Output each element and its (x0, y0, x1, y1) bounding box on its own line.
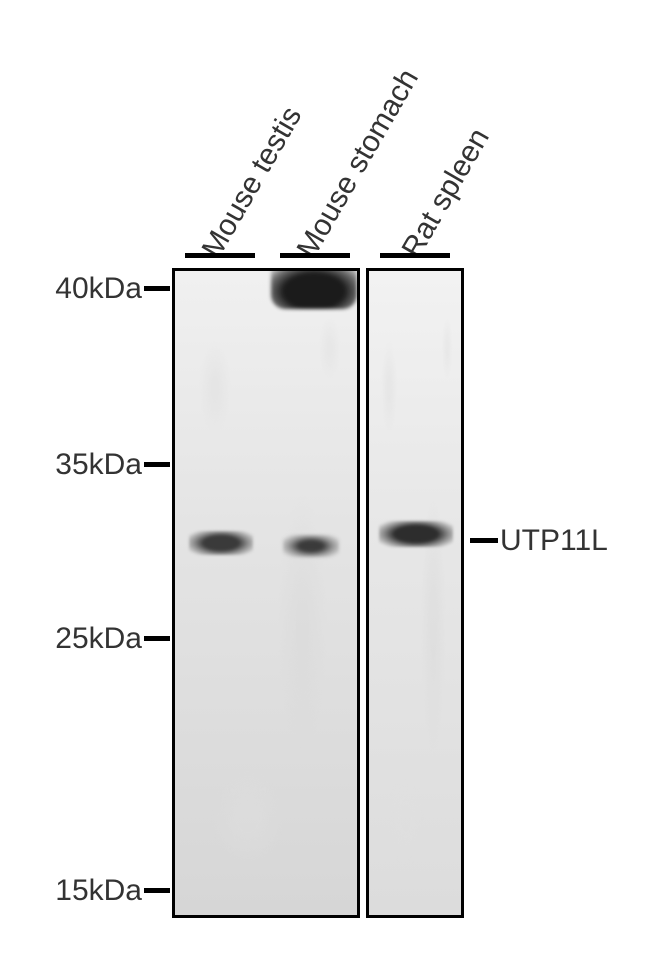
blot-panel (172, 268, 360, 918)
mw-marker-tick (144, 286, 170, 291)
mw-marker-label: 15kDa (18, 874, 142, 908)
band-utp11l (189, 531, 253, 555)
mw-marker-label: 25kDa (18, 622, 142, 656)
lane-label-bar (185, 253, 255, 258)
western-blot-figure: Mouse testis Mouse stomach Rat spleen 40… (0, 0, 650, 964)
band-nonspecific (271, 268, 357, 309)
blot-panel (366, 268, 464, 918)
lane-label: Mouse testis (196, 101, 310, 264)
lane-label-bar (280, 253, 350, 258)
blot-panels (172, 268, 464, 918)
target-label: UTP11L (500, 524, 608, 558)
membrane-grain (369, 271, 461, 915)
mw-marker-tick (144, 462, 170, 467)
target-tick (470, 538, 498, 543)
membrane-grain (175, 271, 357, 915)
mw-marker-label: 35kDa (18, 448, 142, 482)
mw-marker-tick (144, 636, 170, 641)
lane-label-bar (380, 253, 450, 258)
lane-label: Rat spleen (396, 123, 497, 264)
mw-marker-tick (144, 888, 170, 893)
band-utp11l (283, 535, 339, 557)
band-utp11l (379, 521, 453, 547)
mw-marker-label: 40kDa (18, 272, 142, 306)
